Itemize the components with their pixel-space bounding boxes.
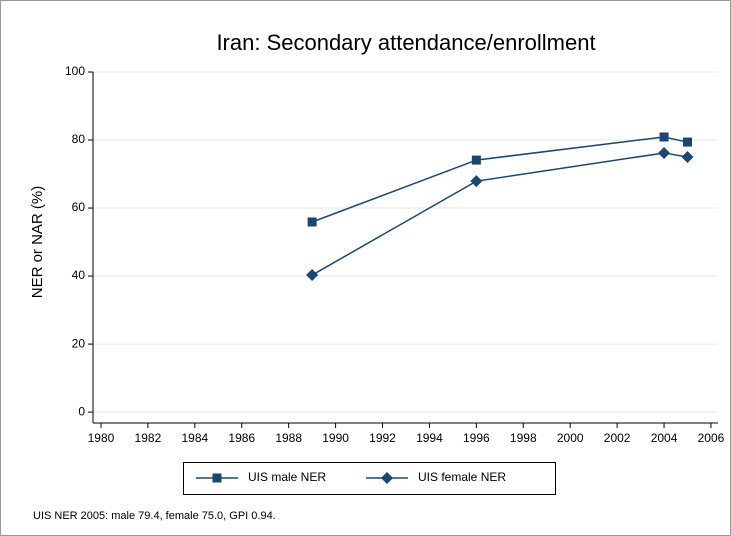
- marker: [681, 151, 694, 164]
- x-tick-label: 1990: [322, 431, 349, 445]
- marker: [212, 473, 222, 483]
- x-tick-label: 1988: [275, 431, 302, 445]
- x-tick-label: 1986: [228, 431, 255, 445]
- marker: [658, 146, 671, 159]
- y-tick-label: 60: [72, 200, 86, 214]
- y-tick-label: 0: [78, 404, 85, 418]
- x-tick-label: 1992: [369, 431, 396, 445]
- x-tick-label: 2004: [651, 431, 678, 445]
- y-axis-label: NER or NAR (%): [29, 186, 46, 299]
- y-tick-label: 20: [72, 336, 86, 350]
- marker: [683, 137, 693, 147]
- note: UIS NER 2005: male 79.4, female 75.0, GP…: [33, 510, 276, 522]
- x-tick-label: 1982: [135, 431, 162, 445]
- marker: [659, 132, 669, 142]
- x-tick-label: 1984: [181, 431, 208, 445]
- marker: [306, 269, 319, 282]
- y-tick-label: 80: [72, 132, 86, 146]
- x-tick-label: 2000: [557, 431, 584, 445]
- x-tick-label: 1998: [510, 431, 537, 445]
- marker: [381, 472, 393, 484]
- marker: [471, 155, 481, 165]
- x-tick-label: 1996: [463, 431, 490, 445]
- series-line: [311, 152, 688, 276]
- marker: [307, 217, 317, 227]
- marker: [470, 175, 483, 188]
- series-line: [311, 136, 688, 223]
- x-tick-label: 1994: [416, 431, 443, 445]
- y-tick-label: 40: [72, 268, 86, 282]
- x-tick-label: 2006: [698, 431, 725, 445]
- x-tick-label: 1980: [88, 431, 115, 445]
- legend-label: UIS female NER: [418, 470, 506, 484]
- chart-title: Iran: Secondary attendance/enrollment: [216, 30, 595, 55]
- x-tick-label: 2002: [604, 431, 631, 445]
- y-tick-label: 100: [65, 64, 85, 78]
- legend-label: UIS male NER: [248, 470, 326, 484]
